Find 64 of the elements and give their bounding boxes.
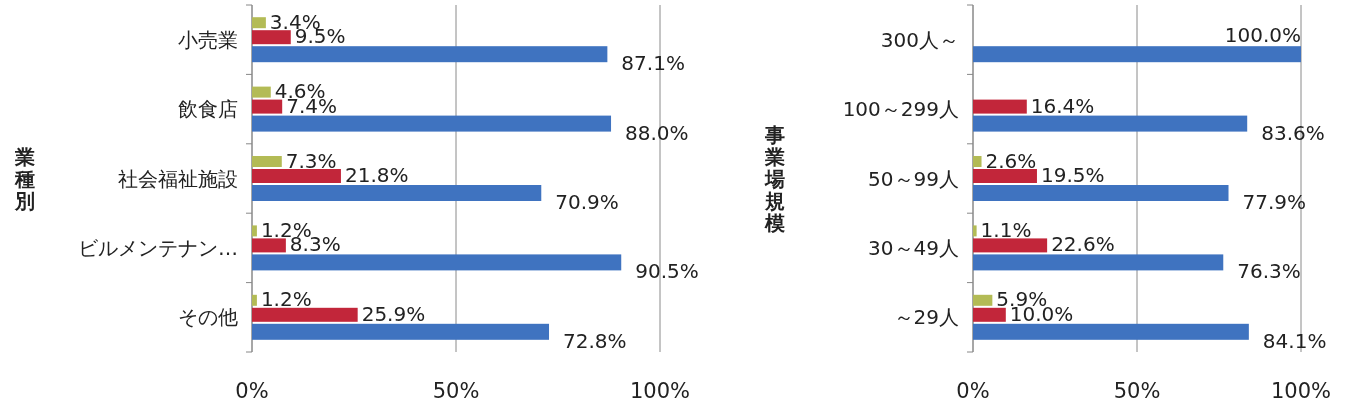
bar <box>973 254 1224 271</box>
data-label: 72.8% <box>563 328 627 353</box>
data-label: 70.9% <box>555 190 619 214</box>
bar <box>252 156 282 167</box>
bar <box>252 17 266 29</box>
bar <box>973 225 977 237</box>
data-label: 2.6% <box>985 148 1037 173</box>
bar <box>252 115 612 132</box>
y-tick-label: 50～99人 <box>868 166 959 191</box>
bar <box>973 294 993 306</box>
y-tick-label: 飲食店 <box>178 97 238 122</box>
y-axis-title: 業種別 <box>14 144 35 213</box>
bar <box>973 185 1229 201</box>
data-label: 19.5% <box>1040 163 1105 187</box>
bar <box>252 30 291 45</box>
bar <box>252 46 608 63</box>
y-tick-label: ビルメンテナン… <box>78 235 238 260</box>
y-tick-label: 100～299人 <box>842 97 959 122</box>
bar <box>973 99 1027 114</box>
data-label: 77.9% <box>1242 190 1307 214</box>
bar <box>252 99 283 114</box>
bar <box>252 323 550 340</box>
bar <box>252 307 358 322</box>
y-tick-label: ～29人 <box>893 305 959 330</box>
y-tick-label: 30～49人 <box>868 235 959 260</box>
data-label: 76.3% <box>1237 259 1301 284</box>
data-label: 84.1% <box>1262 328 1327 353</box>
bar <box>252 169 341 183</box>
x-tick-label: 100% <box>1270 379 1332 403</box>
bar <box>973 307 1006 322</box>
data-label: 25.9% <box>361 301 426 326</box>
x-tick-label: 100% <box>629 379 691 403</box>
bar <box>252 185 542 201</box>
y-tick-label: 小売業 <box>178 27 238 52</box>
data-label: 100.0% <box>1224 23 1301 48</box>
bar <box>973 323 1249 340</box>
bar <box>252 254 622 271</box>
x-tick-label: 50% <box>1113 379 1161 403</box>
data-label: 87.1% <box>621 51 685 76</box>
data-label: 16.4% <box>1030 93 1095 118</box>
data-label: 88.0% <box>625 120 689 145</box>
x-tick-label: 0% <box>235 379 269 403</box>
bar <box>973 156 982 167</box>
data-label: 1.1% <box>980 217 1032 242</box>
data-label: 90.5% <box>635 259 699 284</box>
y-tick-label: その他 <box>178 305 238 330</box>
data-label: 83.6% <box>1261 120 1325 145</box>
bar <box>252 238 286 253</box>
bar <box>973 169 1037 183</box>
bar <box>973 46 1301 63</box>
bar <box>252 294 257 306</box>
y-axis-title: 事業場規模 <box>764 122 785 235</box>
y-tick-label: 300人～ <box>880 27 959 52</box>
data-label: 7.3% <box>285 148 337 173</box>
bar <box>973 115 1248 132</box>
x-tick-label: 0% <box>956 379 990 403</box>
y-tick-label: 社会福祉施設 <box>118 166 238 191</box>
bar <box>973 238 1048 253</box>
bar <box>252 86 271 98</box>
x-tick-label: 50% <box>432 379 480 403</box>
data-label: 1.2% <box>260 287 312 312</box>
data-label: 21.8% <box>344 163 409 187</box>
data-label: 22.6% <box>1051 232 1115 257</box>
bar <box>252 225 257 237</box>
